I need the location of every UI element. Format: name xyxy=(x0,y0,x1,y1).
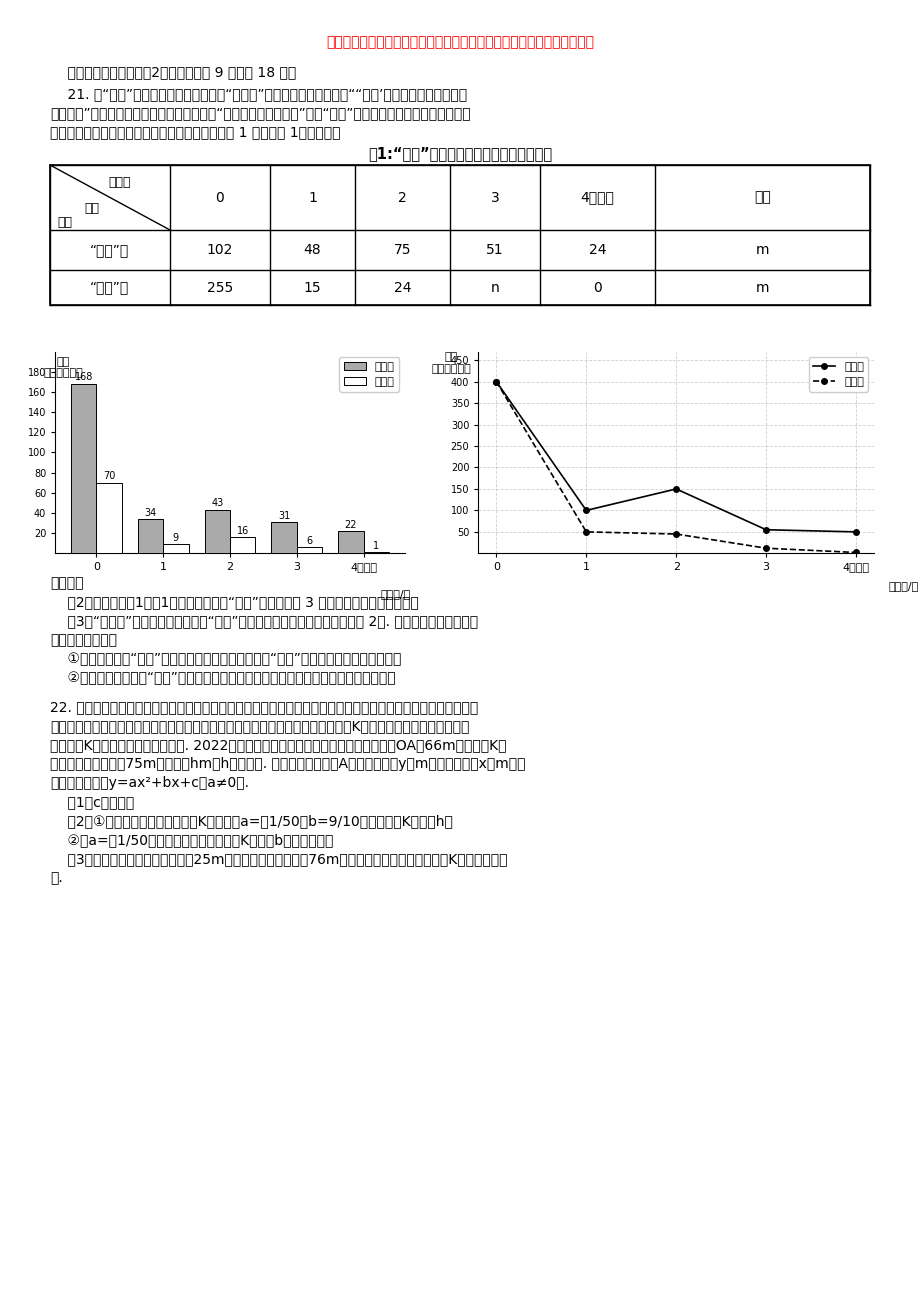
Text: 70: 70 xyxy=(103,471,115,482)
Bar xyxy=(271,522,297,553)
Text: 31: 31 xyxy=(278,510,289,521)
Bar xyxy=(138,519,163,553)
Text: 年寒窗苦读日，只盼金榜题名时，祝你考试拿高分，鲤鱼跳龙门！加油！: 年寒窗苦读日，只盼金榜题名时，祝你考试拿高分，鲤鱼跳龙门！加油！ xyxy=(325,35,594,49)
Text: 班的情况”进行了一次随机问卷调查（以下将“参加校外学科补习班”简称“报班”），根据问卷提交时间的不同，: 班的情况”进行了一次随机问卷调查（以下将“参加校外学科补习班”简称“报班”），根… xyxy=(50,105,471,120)
双减前 xyxy=(849,525,860,540)
Text: 间的函数关系为y=ax²+bx+c（a≠0）.: 间的函数关系为y=ax²+bx+c（a≠0）. xyxy=(50,776,249,790)
Text: “双减”前: “双减”前 xyxy=(90,243,130,256)
Text: 实线部分所示），落地点在着陆坡（如图中虚线部分所示）上，着陆坡上的基准点K为飞行距离计分的参照点，落: 实线部分所示），落地点在着陆坡（如图中虚线部分所示）上，着陆坡上的基准点K为飞行… xyxy=(50,719,469,733)
双减前 xyxy=(760,522,771,538)
Text: 255: 255 xyxy=(207,280,233,294)
Bar xyxy=(50,165,869,305)
双减后 xyxy=(670,526,681,542)
Legend: 双减前, 双减后: 双减前, 双减后 xyxy=(339,357,399,392)
Text: （3）若运动员飞行的水平距离为25m时，恰好达到最大高度76m，试判断他的落地点能否超过K点，并说明理: （3）若运动员飞行的水平距离为25m时，恰好达到最大高度76m，试判断他的落地点… xyxy=(50,852,507,866)
Text: m: m xyxy=(754,243,768,256)
Text: （2）请你汇总表1和图1中的数据，求出“双减”后报班数为 3 的学生人数所占的百分比；: （2）请你汇总表1和图1中的数据，求出“双减”后报班数为 3 的学生人数所占的百… xyxy=(50,595,418,609)
Text: 图1: 图1 xyxy=(221,530,238,544)
Text: 1: 1 xyxy=(373,540,379,551)
Text: 24: 24 xyxy=(393,280,411,294)
Text: 24: 24 xyxy=(588,243,606,256)
Text: 102: 102 xyxy=(207,243,233,256)
Text: （2）①若运动员落地点恰好到辽K点，此时a=－1/50，b=9/10，求基准点K的高度h；: （2）①若运动员落地点恰好到辽K点，此时a=－1/50，b=9/10，求基准点K… xyxy=(50,814,452,828)
Text: 频数
（学生人数）: 频数 （学生人数） xyxy=(431,353,471,374)
Text: ②请对该市城区学生“双减”前后报班个数变化情况作出对比分析（用一句话来概括）。: ②请对该市城区学生“双减”前后报班个数变化情况作出对比分析（用一句话来概括）。 xyxy=(50,671,395,685)
Text: 1: 1 xyxy=(308,190,316,204)
Text: 3: 3 xyxy=(490,190,499,204)
双减前 xyxy=(491,374,502,389)
Text: 起跳台的水平距离为75m，高度为hm（h为定値）. 设运动员从起跳点A起跳后的高度y（m）与水平距禿x（m）之: 起跳台的水平距离为75m，高度为hm（h为定値）. 设运动员从起跳点A起跳后的高… xyxy=(50,756,525,771)
Text: 9: 9 xyxy=(173,533,179,543)
Text: 34: 34 xyxy=(144,508,156,517)
Line: 双减后: 双减后 xyxy=(494,379,857,555)
Bar xyxy=(96,483,121,553)
Text: m: m xyxy=(754,280,768,294)
双减前 xyxy=(670,482,681,497)
Text: ②若a=－1/50时，运动员落地点要超过K点，则b的取値范围为: ②若a=－1/50时，运动员落地点要超过K点，则b的取値范围为 xyxy=(50,833,333,848)
Text: 22: 22 xyxy=(345,519,357,530)
Text: 由.: 由. xyxy=(50,871,62,885)
Text: （3）“双减办”汇总数据后，制作了“双减”前后报班情况的折线统计图（如图 2）. 请依据以上图表中的信: （3）“双减办”汇总数据后，制作了“双减”前后报班情况的折线统计图（如图 2）.… xyxy=(50,615,478,628)
Text: 21. 在“双减”政策实施两个月后，某市“双减办”面向本市城区学生，就““双减’前后参加校外学科补习: 21. 在“双减”政策实施两个月后，某市“双减办”面向本市城区学生，就““双减’… xyxy=(50,87,467,102)
Text: 报班数/个: 报班数/个 xyxy=(380,589,410,599)
Text: 4及以上: 4及以上 xyxy=(580,190,614,204)
Text: ①本次调查中，“双减”前学生报班个数的中位数为，“双减”后学生报班个数的众数为：: ①本次调查中，“双减”前学生报班个数的中位数为，“双减”后学生报班个数的众数为： xyxy=(50,652,401,667)
Text: 48: 48 xyxy=(303,243,321,256)
Text: 地点超过K点越远，飞行距离分越高. 2022年北京冬奥会跳台滑雪标准台的起跳台的高度OA为66m，基准点K到: 地点超过K点越远，飞行距离分越高. 2022年北京冬奥会跳台滑雪标准台的起跳台的… xyxy=(50,738,506,753)
Text: 43: 43 xyxy=(211,499,223,509)
Bar xyxy=(71,384,96,553)
Bar xyxy=(204,510,230,553)
Line: 双减前: 双减前 xyxy=(494,379,857,535)
Text: 人数: 人数 xyxy=(85,202,99,215)
Text: 图2: 图2 xyxy=(681,530,698,544)
Text: 0: 0 xyxy=(215,190,224,204)
Text: （1）c的値为；: （1）c的値为； xyxy=(50,796,134,809)
Text: 16: 16 xyxy=(236,526,248,535)
Text: 15: 15 xyxy=(303,280,321,294)
双减后 xyxy=(580,525,591,540)
Text: 6: 6 xyxy=(306,536,312,546)
Text: （1）根据表1，m的値为，  n/m  的値：___: （1）根据表1，m的値为， n/m 的値：___ xyxy=(50,538,273,552)
Legend: 双减前, 双减后: 双减前, 双减后 xyxy=(808,357,868,392)
Text: 把收集到的数据分两组进行整理，分别得到统计表 1 和统计图 1：整理描述: 把收集到的数据分两组进行整理，分别得到统计表 1 和统计图 1：整理描述 xyxy=(50,125,340,139)
双减前 xyxy=(580,503,591,518)
Text: 五、解答题（本大题共2小题，每小题 9 分，共 18 分）: 五、解答题（本大题共2小题，每小题 9 分，共 18 分） xyxy=(50,65,296,79)
Text: 22. 跳台滑雪运动可分为助滑、起跳、飞行和落地四个阶段，运动员起跳后飞行的路线是抛物线的一部分（如图中: 22. 跳台滑雪运动可分为助滑、起跳、飞行和落地四个阶段，运动员起跳后飞行的路线… xyxy=(50,700,478,713)
Text: 频数
（学生人数）: 频数 （学生人数） xyxy=(43,357,83,378)
双减后 xyxy=(849,544,860,560)
Text: 合计: 合计 xyxy=(754,190,770,204)
Text: 0: 0 xyxy=(593,280,601,294)
双减后 xyxy=(760,540,771,556)
Bar xyxy=(338,531,363,553)
Text: 表1:“双减”前后报班情况统计表（第一组）: 表1:“双减”前后报班情况统计表（第一组） xyxy=(368,147,551,161)
Text: 报班数/个: 报班数/个 xyxy=(888,581,918,591)
Text: 75: 75 xyxy=(393,243,411,256)
Text: 2: 2 xyxy=(398,190,406,204)
Text: n: n xyxy=(490,280,499,294)
Bar xyxy=(297,547,322,553)
双减后 xyxy=(491,374,502,389)
Text: 报班数: 报班数 xyxy=(108,177,131,190)
Text: 类别: 类别 xyxy=(57,216,73,228)
Bar xyxy=(163,544,188,553)
Text: “双减”后: “双减”后 xyxy=(90,280,130,294)
Text: 分析处理: 分析处理 xyxy=(50,575,84,590)
Text: 51: 51 xyxy=(485,243,504,256)
Text: 168: 168 xyxy=(74,372,93,383)
Text: 息回答以下问题：: 息回答以下问题： xyxy=(50,633,117,647)
Bar xyxy=(230,538,255,553)
